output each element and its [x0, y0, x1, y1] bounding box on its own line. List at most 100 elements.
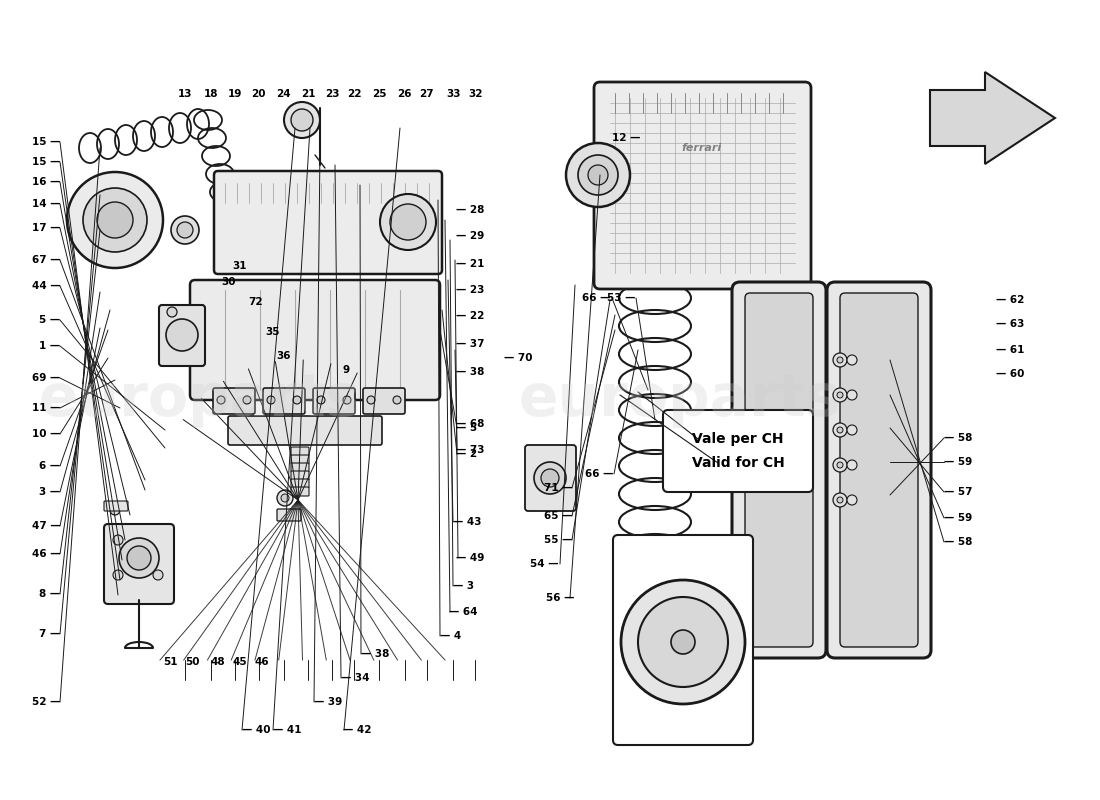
- FancyBboxPatch shape: [827, 282, 931, 658]
- Circle shape: [67, 172, 163, 268]
- Circle shape: [113, 535, 123, 545]
- Text: 54 —: 54 —: [530, 559, 559, 569]
- Circle shape: [284, 102, 320, 138]
- Text: 20: 20: [251, 90, 266, 99]
- Circle shape: [317, 396, 324, 404]
- Circle shape: [837, 462, 843, 468]
- Text: europarts: europarts: [519, 371, 842, 429]
- Text: — 43: — 43: [453, 517, 482, 526]
- Text: 16 —: 16 —: [32, 178, 60, 187]
- Circle shape: [621, 580, 745, 704]
- Text: 14 —: 14 —: [32, 199, 60, 209]
- Text: — 22: — 22: [456, 311, 485, 321]
- Text: — 38: — 38: [361, 650, 389, 659]
- FancyBboxPatch shape: [292, 487, 309, 496]
- Circle shape: [243, 396, 251, 404]
- Circle shape: [153, 570, 163, 580]
- Text: 10 —: 10 —: [32, 429, 60, 438]
- Text: — 38: — 38: [456, 367, 485, 377]
- Polygon shape: [930, 72, 1055, 164]
- Text: 22: 22: [346, 90, 362, 99]
- Circle shape: [119, 538, 160, 578]
- Text: — 60: — 60: [996, 370, 1024, 379]
- Text: Vale per CH: Vale per CH: [692, 432, 783, 446]
- Circle shape: [833, 493, 847, 507]
- Circle shape: [170, 216, 199, 244]
- Text: — 23: — 23: [456, 285, 485, 294]
- Text: 48: 48: [210, 658, 225, 667]
- Circle shape: [379, 194, 436, 250]
- Circle shape: [541, 469, 559, 487]
- Text: 9: 9: [343, 365, 350, 374]
- Circle shape: [293, 396, 301, 404]
- Circle shape: [113, 570, 123, 580]
- Text: — 41: — 41: [273, 725, 301, 734]
- Text: 66 —: 66 —: [582, 293, 610, 302]
- Text: 53 —: 53 —: [607, 293, 636, 302]
- FancyBboxPatch shape: [363, 388, 405, 414]
- Text: — 37: — 37: [456, 339, 485, 349]
- Text: 46 —: 46 —: [32, 549, 60, 558]
- Circle shape: [217, 396, 226, 404]
- FancyBboxPatch shape: [292, 447, 309, 456]
- Text: 15 —: 15 —: [32, 138, 60, 147]
- Text: 11 —: 11 —: [32, 403, 60, 413]
- Circle shape: [847, 390, 857, 400]
- Text: — 40: — 40: [242, 725, 271, 734]
- FancyBboxPatch shape: [613, 535, 754, 745]
- Text: 72: 72: [248, 298, 263, 307]
- Text: 47 —: 47 —: [32, 522, 60, 531]
- Circle shape: [534, 462, 566, 494]
- Text: 33: 33: [446, 90, 461, 99]
- Text: — 49: — 49: [456, 554, 485, 563]
- Text: 19: 19: [228, 90, 243, 99]
- Circle shape: [833, 423, 847, 437]
- FancyBboxPatch shape: [314, 388, 355, 414]
- Text: — 59: — 59: [944, 458, 972, 467]
- FancyBboxPatch shape: [160, 305, 205, 366]
- Text: — 42: — 42: [343, 725, 372, 734]
- Circle shape: [167, 307, 177, 317]
- Text: 6 —: 6 —: [40, 461, 60, 470]
- Text: — 2: — 2: [456, 450, 477, 459]
- FancyBboxPatch shape: [663, 410, 813, 492]
- FancyBboxPatch shape: [104, 524, 174, 604]
- Circle shape: [837, 497, 843, 503]
- Text: — 63: — 63: [996, 319, 1024, 329]
- Text: 15 —: 15 —: [32, 157, 60, 166]
- Text: 26: 26: [397, 90, 412, 99]
- Text: — 28: — 28: [456, 205, 485, 214]
- FancyBboxPatch shape: [292, 479, 309, 488]
- Circle shape: [126, 546, 151, 570]
- Text: 8 —: 8 —: [40, 589, 60, 598]
- Text: 46: 46: [254, 658, 270, 667]
- Circle shape: [847, 425, 857, 435]
- FancyBboxPatch shape: [840, 293, 918, 647]
- Text: 17 —: 17 —: [32, 223, 60, 233]
- Text: 51: 51: [163, 658, 178, 667]
- Circle shape: [833, 388, 847, 402]
- Text: — 64: — 64: [449, 607, 477, 617]
- Circle shape: [367, 396, 375, 404]
- Text: — 39: — 39: [314, 698, 342, 707]
- Circle shape: [82, 188, 147, 252]
- Text: — 61: — 61: [996, 346, 1024, 355]
- FancyBboxPatch shape: [732, 282, 826, 658]
- Text: — 5: — 5: [456, 423, 477, 433]
- Circle shape: [566, 143, 630, 207]
- Circle shape: [267, 396, 275, 404]
- Text: — 73: — 73: [456, 445, 485, 454]
- Text: — 34: — 34: [341, 674, 370, 683]
- Circle shape: [837, 392, 843, 398]
- Circle shape: [847, 460, 857, 470]
- Text: 52 —: 52 —: [32, 698, 60, 707]
- FancyBboxPatch shape: [263, 388, 305, 414]
- Text: — 4: — 4: [440, 631, 461, 641]
- Circle shape: [280, 494, 289, 502]
- Text: — 3: — 3: [453, 581, 474, 590]
- Circle shape: [588, 165, 608, 185]
- Circle shape: [277, 490, 293, 506]
- Text: 55 —: 55 —: [543, 535, 572, 545]
- Text: 7 —: 7 —: [40, 629, 60, 638]
- Circle shape: [177, 222, 192, 238]
